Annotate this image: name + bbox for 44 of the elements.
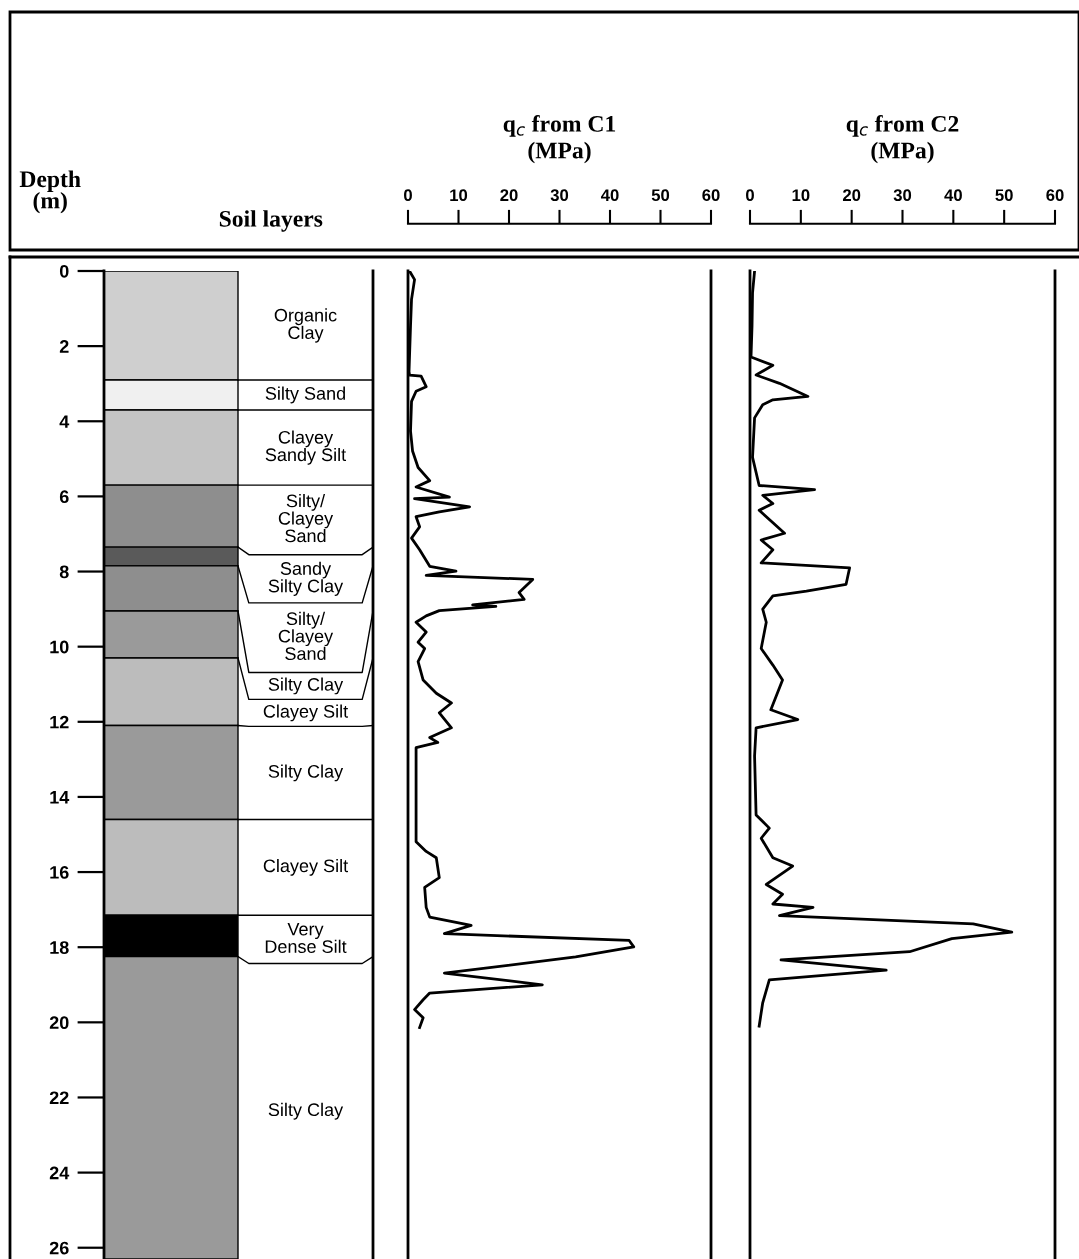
x-tick-label: 20	[500, 189, 518, 202]
y-tick-label: 20	[49, 1016, 69, 1030]
series-label: Silty Sand	[265, 386, 345, 404]
y-tick-label: 14	[50, 791, 70, 804]
x-tick-label: 0	[404, 189, 412, 202]
y-tick-label: 8	[59, 565, 69, 579]
y-tick-label: 26	[49, 1241, 69, 1255]
y-axis-title: Depth (m)	[19, 170, 81, 214]
x-tick-label: 60	[1046, 189, 1064, 202]
y-tick-label: 4	[59, 415, 70, 428]
x-tick-label: 20	[842, 189, 861, 202]
series-label: Sandy Silty Clay	[268, 561, 344, 596]
text: Silty Clay	[268, 677, 344, 695]
x-tick-label: 40	[600, 189, 619, 202]
y-tick-label: 24	[49, 1166, 70, 1180]
chart-title: q$_{c}$ from C1 (MPa)	[503, 114, 616, 164]
y-tick-label: 12	[50, 715, 69, 729]
x-tick-label: 30	[550, 189, 569, 202]
x-tick-label: 60	[702, 189, 720, 202]
chart-title: q$_{c}$ from C2 (MPa)	[846, 114, 959, 164]
x-tick-label: 50	[995, 189, 1013, 202]
x-tick-label: 10	[450, 189, 468, 202]
x-tick-label: 30	[893, 189, 912, 202]
y-tick-label: 10	[50, 640, 69, 654]
series-label: Silty Clay	[268, 1102, 344, 1120]
y-tick-label: 22	[49, 1091, 69, 1105]
y-tick-label: 16	[50, 866, 69, 879]
series-label: Clayey Silt	[263, 858, 349, 876]
x-tick-label: 0	[746, 189, 754, 202]
x-tick-label: 50	[651, 189, 670, 202]
series-label: Clayey Silt	[263, 704, 349, 722]
chart-title: Soil layers	[219, 210, 323, 232]
text: Silty/ Clayey Sand	[278, 611, 334, 661]
x-tick-label: 40	[944, 189, 962, 202]
y-tick-label: 6	[59, 490, 69, 504]
y-tick-label: 18	[50, 941, 69, 954]
text: Silty/ Clayey Sand	[278, 494, 334, 543]
series-label: Very Dense Silt	[265, 922, 347, 953]
series-label: Silty Clay	[268, 764, 344, 782]
series-label: Clayey Sandy Silt	[265, 430, 347, 465]
y-tick-label: 0	[59, 264, 69, 278]
x-tick-label: 10	[792, 189, 810, 202]
y-tick-label: 2	[59, 340, 69, 353]
text: Organic Clay	[274, 308, 337, 343]
